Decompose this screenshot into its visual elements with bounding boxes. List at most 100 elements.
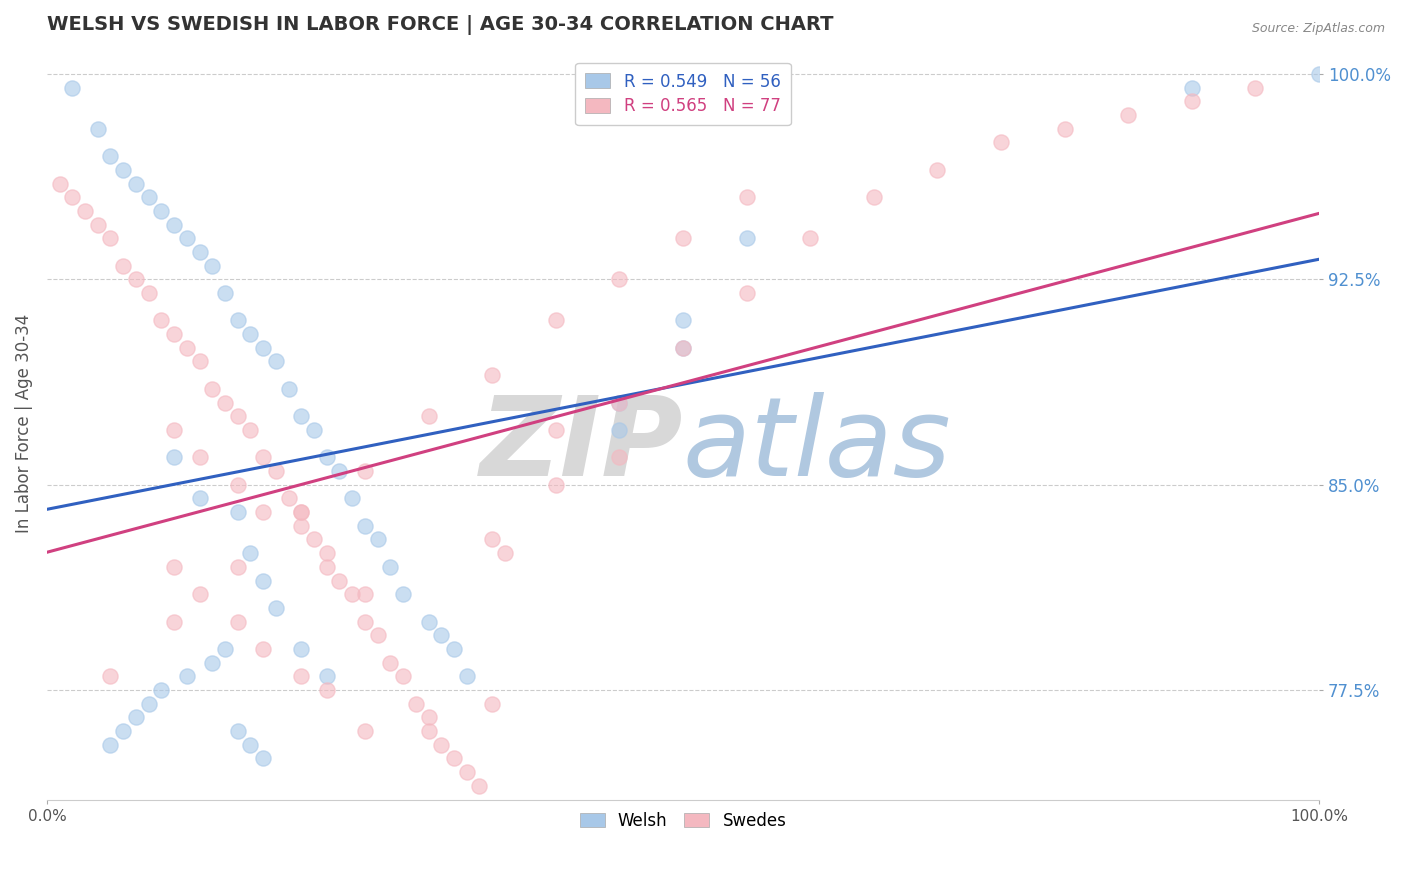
Point	[315, 450, 337, 465]
Point	[367, 533, 389, 547]
Point	[226, 313, 249, 327]
Point	[100, 738, 122, 752]
Point	[494, 546, 516, 560]
Point	[112, 162, 135, 177]
Point	[100, 149, 122, 163]
Point	[138, 190, 160, 204]
Point	[239, 327, 262, 342]
Point	[163, 615, 186, 629]
Point	[252, 751, 274, 765]
Point	[290, 642, 312, 657]
Point	[226, 615, 249, 629]
Point	[1116, 108, 1139, 122]
Y-axis label: In Labor Force | Age 30-34: In Labor Force | Age 30-34	[15, 313, 32, 533]
Point	[201, 259, 224, 273]
Point	[163, 559, 186, 574]
Point	[1244, 80, 1267, 95]
Point	[735, 231, 758, 245]
Point	[264, 354, 287, 368]
Point	[380, 656, 402, 670]
Point	[214, 395, 236, 409]
Point	[290, 505, 312, 519]
Point	[239, 546, 262, 560]
Point	[163, 218, 186, 232]
Point	[125, 177, 148, 191]
Point	[226, 559, 249, 574]
Point	[418, 409, 440, 424]
Point	[354, 724, 377, 739]
Point	[443, 751, 465, 765]
Point	[302, 533, 325, 547]
Point	[340, 587, 363, 601]
Point	[456, 765, 478, 780]
Point	[73, 203, 96, 218]
Point	[264, 464, 287, 478]
Point	[735, 190, 758, 204]
Point	[405, 697, 427, 711]
Point	[176, 669, 198, 683]
Point	[607, 423, 630, 437]
Point	[87, 218, 110, 232]
Point	[277, 382, 299, 396]
Point	[188, 491, 211, 506]
Point	[927, 162, 949, 177]
Point	[1308, 67, 1330, 81]
Point	[112, 724, 135, 739]
Point	[607, 395, 630, 409]
Point	[226, 477, 249, 491]
Point	[252, 642, 274, 657]
Point	[544, 477, 567, 491]
Legend: Welsh, Swedes: Welsh, Swedes	[572, 805, 793, 837]
Point	[481, 368, 503, 383]
Point	[367, 628, 389, 642]
Point	[315, 559, 337, 574]
Point	[252, 505, 274, 519]
Point	[354, 518, 377, 533]
Point	[214, 642, 236, 657]
Point	[1181, 95, 1204, 109]
Point	[607, 272, 630, 286]
Point	[163, 423, 186, 437]
Point	[380, 559, 402, 574]
Point	[735, 286, 758, 301]
Point	[1181, 80, 1204, 95]
Point	[150, 203, 173, 218]
Point	[328, 464, 350, 478]
Point	[277, 491, 299, 506]
Text: atlas: atlas	[683, 392, 952, 500]
Point	[607, 395, 630, 409]
Point	[264, 600, 287, 615]
Point	[188, 245, 211, 260]
Point	[468, 779, 491, 793]
Point	[862, 190, 884, 204]
Point	[150, 313, 173, 327]
Point	[1053, 121, 1076, 136]
Point	[290, 505, 312, 519]
Point	[188, 354, 211, 368]
Point	[443, 642, 465, 657]
Point	[418, 615, 440, 629]
Point	[354, 615, 377, 629]
Text: WELSH VS SWEDISH IN LABOR FORCE | AGE 30-34 CORRELATION CHART: WELSH VS SWEDISH IN LABOR FORCE | AGE 30…	[46, 15, 834, 35]
Point	[290, 518, 312, 533]
Point	[188, 450, 211, 465]
Point	[672, 341, 695, 355]
Point	[239, 738, 262, 752]
Point	[188, 587, 211, 601]
Point	[239, 423, 262, 437]
Point	[302, 423, 325, 437]
Point	[544, 423, 567, 437]
Point	[176, 341, 198, 355]
Point	[418, 724, 440, 739]
Point	[226, 409, 249, 424]
Point	[125, 710, 148, 724]
Point	[201, 382, 224, 396]
Point	[87, 121, 110, 136]
Point	[290, 669, 312, 683]
Point	[163, 327, 186, 342]
Point	[138, 286, 160, 301]
Point	[60, 190, 83, 204]
Text: Source: ZipAtlas.com: Source: ZipAtlas.com	[1251, 22, 1385, 36]
Point	[340, 491, 363, 506]
Point	[392, 587, 415, 601]
